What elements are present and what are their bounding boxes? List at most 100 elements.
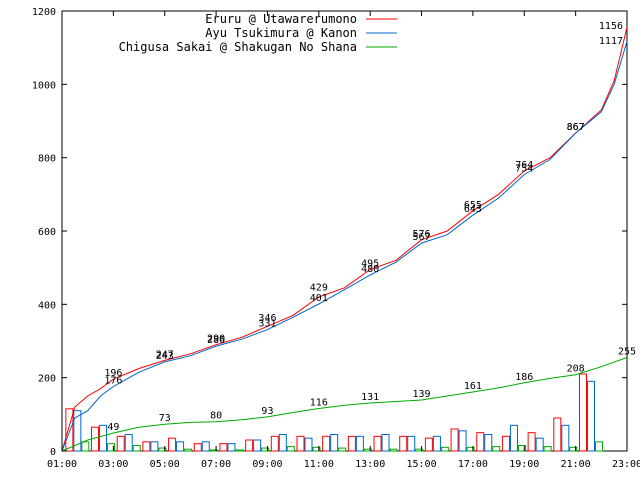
bar [150, 441, 159, 452]
x-tick-label: 05:00 [150, 459, 180, 470]
bar [415, 448, 424, 452]
bar [209, 449, 218, 452]
bar [168, 437, 177, 452]
data-label: 80 [210, 411, 222, 422]
series-line [61, 41, 628, 452]
bar [201, 441, 210, 452]
data-label-layer: 196 247 290 346 429 495 576 655 764 867 176 243 286 3… [104, 21, 636, 433]
data-label: 290 [207, 334, 225, 345]
data-label: 243 [156, 351, 174, 362]
x-tick-label: 21:00 [561, 459, 591, 470]
data-label: 576 [413, 229, 431, 240]
x-tick-label: 13:00 [355, 459, 385, 470]
data-label: 186 [515, 372, 533, 383]
bar-layer [65, 373, 603, 452]
data-label: 176 [104, 375, 122, 386]
x-tick-label: 19:00 [509, 459, 539, 470]
y-tick-label: 1200 [32, 7, 56, 18]
x-tick-label: 09:00 [252, 459, 282, 470]
bar [124, 434, 133, 452]
bar [312, 446, 321, 452]
bar [466, 446, 475, 452]
bar [322, 435, 331, 452]
bar [245, 439, 254, 452]
bar [158, 447, 167, 452]
series-line [61, 357, 628, 452]
y-tick-label: 1000 [32, 80, 56, 91]
legend-entry-label: Eruru @ Utawarerumono [205, 12, 357, 26]
end-label: 1117 [599, 36, 623, 47]
bar [492, 446, 501, 452]
legend-entry-label: Ayu Tsukimura @ Kanon [205, 26, 357, 40]
bar [553, 417, 562, 452]
bar [484, 434, 493, 452]
plot-frame [61, 10, 628, 452]
y-tick-label: 400 [38, 300, 56, 311]
bar [219, 443, 228, 452]
bar [561, 424, 570, 452]
data-label: 255 [618, 347, 636, 358]
bar [543, 446, 552, 452]
data-label: 247 [156, 349, 174, 360]
x-tick-label: 03:00 [98, 459, 128, 470]
bar [253, 439, 262, 452]
data-label: 754 [515, 164, 533, 175]
bar [399, 435, 408, 452]
bar [347, 435, 356, 452]
y-tick-label: 600 [38, 227, 56, 238]
data-label: 655 [464, 200, 482, 211]
bar [578, 373, 587, 452]
series-line [61, 26, 628, 452]
bar [184, 448, 193, 452]
bar [132, 445, 141, 452]
bar [476, 432, 485, 452]
bar [116, 435, 125, 452]
x-tick-label: 17:00 [458, 459, 488, 470]
x-tick-label: 11:00 [304, 459, 334, 470]
legend-entry-label: Chigusa Sakai @ Shakugan No Shana [119, 40, 357, 54]
bar [586, 380, 595, 452]
bar [509, 424, 518, 452]
data-label: 401 [310, 293, 328, 304]
bar [389, 448, 398, 452]
data-label: 480 [361, 264, 379, 275]
bar [450, 428, 459, 452]
line-layer [61, 26, 628, 452]
y-tick-label: 0 [50, 447, 56, 458]
bar [338, 447, 347, 452]
tick-layer: 0 200 400 600 800 1000 1200 01:00 03:00 05:00 07:0… [32, 7, 640, 470]
bar [440, 446, 449, 452]
bar [569, 446, 578, 452]
bar [407, 435, 416, 452]
data-label: 161 [464, 381, 482, 392]
data-label: 346 [258, 313, 276, 324]
bar [330, 434, 339, 452]
data-label: 139 [413, 389, 431, 400]
data-label: 286 [207, 335, 225, 346]
bar [527, 432, 536, 452]
bar [517, 445, 526, 452]
x-tick-label: 15:00 [406, 459, 436, 470]
data-label: 196 [104, 368, 122, 379]
y-tick-label: 200 [38, 374, 56, 385]
bar [286, 446, 295, 452]
data-label: 429 [310, 283, 328, 294]
bar [270, 435, 279, 452]
data-label: 131 [361, 392, 379, 403]
data-label: 495 [361, 259, 379, 270]
bar [81, 441, 90, 452]
data-label: 208 [567, 364, 585, 375]
bar [176, 441, 185, 452]
end-label: 1156 [599, 21, 623, 32]
bar [458, 430, 467, 452]
data-label: 331 [258, 319, 276, 330]
data-label: 643 [464, 204, 482, 215]
bar [107, 443, 116, 452]
data-label: 116 [310, 397, 328, 408]
bar [193, 443, 202, 452]
bar [296, 435, 305, 452]
bar [535, 437, 544, 452]
bar [432, 435, 441, 452]
bar [381, 434, 390, 452]
